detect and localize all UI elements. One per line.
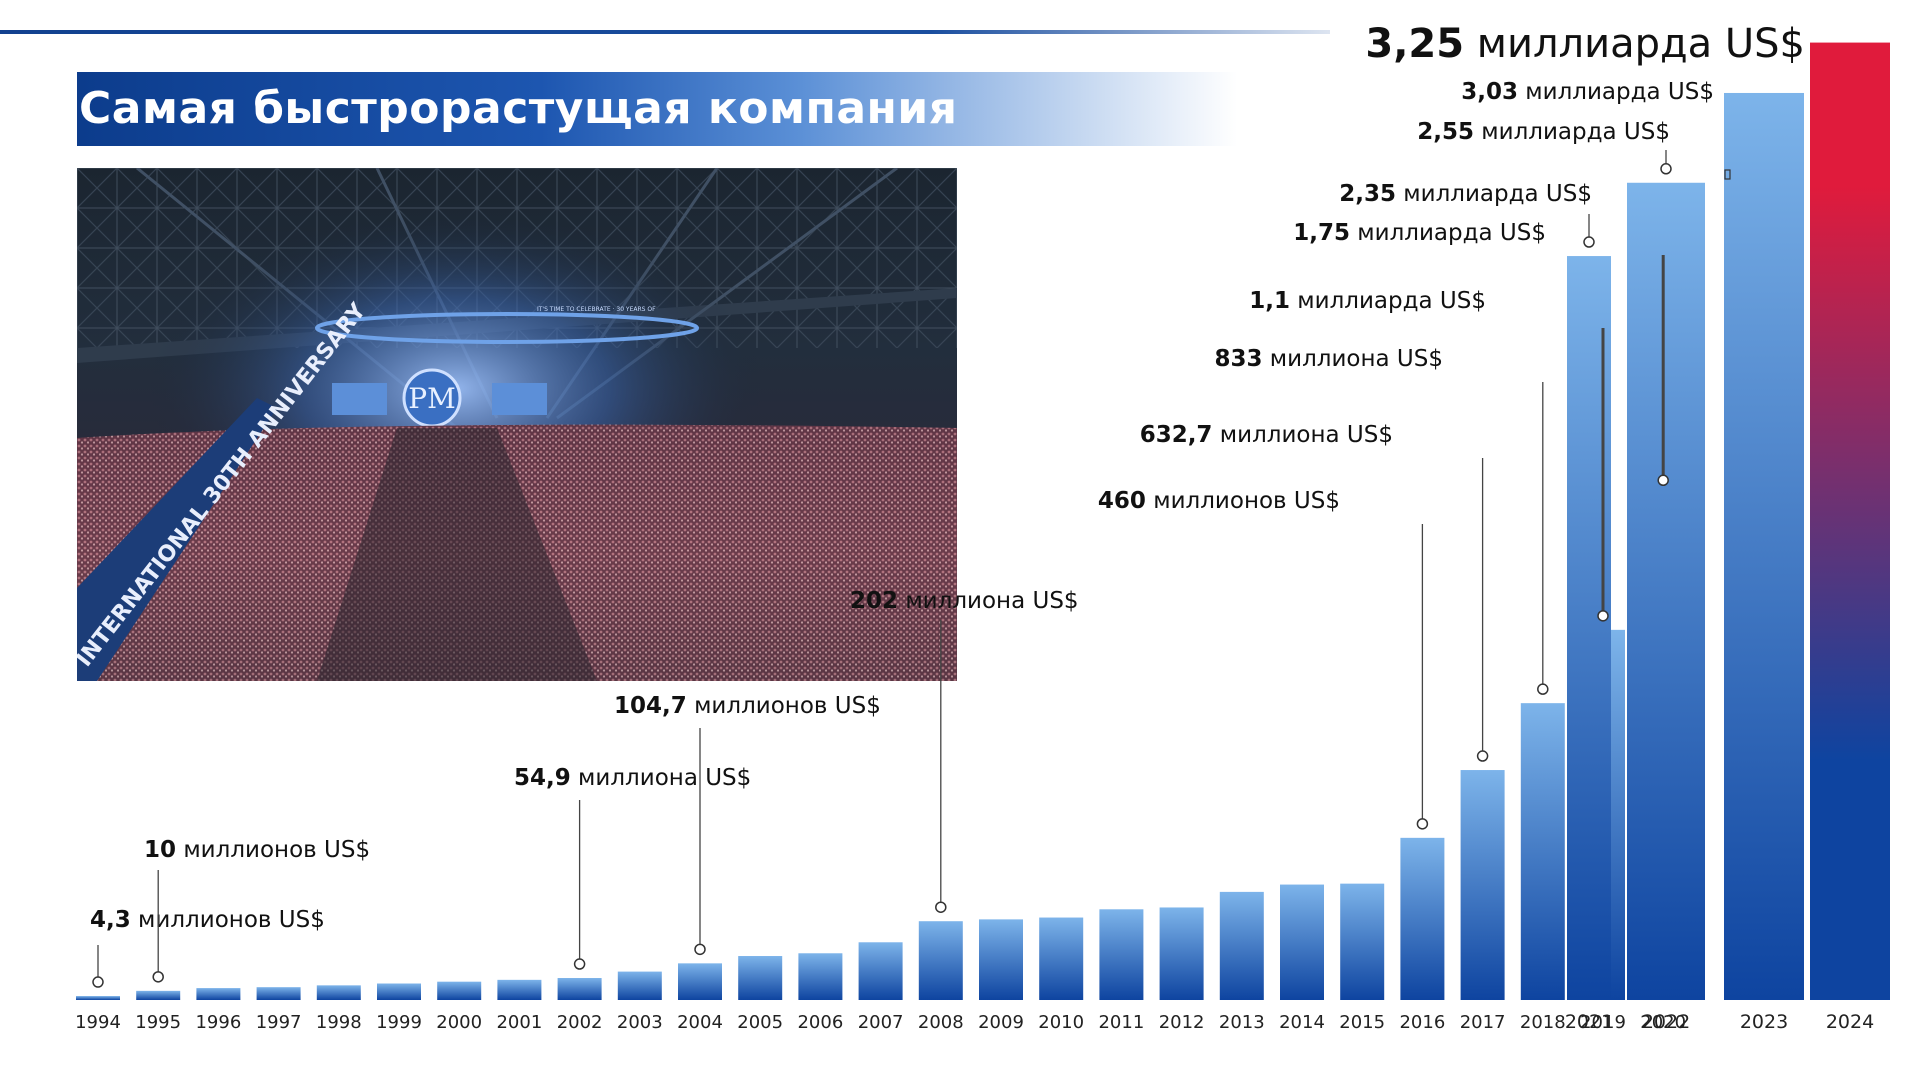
- bar-2000: [437, 981, 482, 1000]
- leader-dot-2016: [1416, 818, 1429, 830]
- value-label-1994: 4,3 миллионов US$: [90, 907, 325, 933]
- x-tick-label-2018: 2018: [1520, 1012, 1566, 1033]
- x-tick-label-1997: 1997: [256, 1012, 302, 1033]
- value-label-2016: 460 миллионов US$: [1098, 488, 1340, 514]
- x-tick-label-2019: 2019: [1580, 1012, 1626, 1033]
- x-tick-label-2004: 2004: [677, 1012, 723, 1033]
- bar-2001: [497, 979, 542, 1000]
- title-band: [77, 72, 1237, 146]
- bar-1998: [316, 985, 361, 1000]
- value-label-2019: 1,1 миллиарда US$: [1249, 288, 1486, 314]
- x-tick-label-2024: 2024: [1826, 1011, 1874, 1033]
- leader-dot-2018: [1537, 683, 1549, 695]
- bar-2022: [1627, 182, 1705, 1000]
- leader-dot-2021: [1583, 236, 1595, 248]
- bar-2004: [678, 963, 722, 1000]
- x-tick-label-2013: 2013: [1219, 1012, 1265, 1033]
- x-tick-label-2006: 2006: [797, 1012, 843, 1033]
- x-tick-label-2016: 2016: [1399, 1012, 1445, 1033]
- bar-1994: [76, 996, 120, 1000]
- bar-2010: [1039, 917, 1084, 1000]
- bar-2018: [1520, 703, 1565, 1000]
- leader-dot-1995: [152, 971, 164, 983]
- value-label-2008: 202 миллиона US$: [850, 588, 1079, 614]
- value-label-2022: 2,55 миллиарда US$: [1417, 119, 1670, 145]
- x-tick-label-2021: 2021: [1565, 1011, 1613, 1033]
- arena-photo-illustration: PM IT'S TIME TO CELEBRATE · 30 YEARS OF …: [77, 168, 957, 681]
- x-tick-label-2023: 2023: [1740, 1011, 1788, 1033]
- value-label-2017: 632,7 миллиона US$: [1140, 422, 1393, 448]
- x-tick-label-2005: 2005: [737, 1012, 783, 1033]
- x-tick-label-2007: 2007: [858, 1012, 904, 1033]
- bar-1999: [377, 983, 421, 1000]
- x-tick-label-2008: 2008: [918, 1012, 964, 1033]
- x-tick-label-1994: 1994: [75, 1012, 121, 1033]
- value-label-1995: 10 миллионов US$: [144, 837, 370, 863]
- x-tick-label-2009: 2009: [978, 1012, 1024, 1033]
- bar-2014: [1280, 884, 1324, 1000]
- value-label-2021: 2,35 миллиарда US$: [1339, 181, 1592, 207]
- value-label-2004: 104,7 миллионов US$: [614, 693, 881, 719]
- leader-dot-2008: [935, 901, 947, 913]
- bar-2012: [1159, 907, 1204, 1000]
- bar-2009: [979, 919, 1023, 1000]
- top-accent-line: [0, 30, 1330, 34]
- bar-2011: [1099, 909, 1144, 1000]
- x-tick-label-2014: 2014: [1279, 1012, 1325, 1033]
- x-tick-label-2003: 2003: [617, 1012, 663, 1033]
- photo-top-banner: IT'S TIME TO CELEBRATE · 30 YEARS OF: [537, 306, 656, 313]
- page-title: Самая быстрорастущая компания: [79, 83, 958, 134]
- leader-dot-2017: [1476, 750, 1489, 762]
- bar-2007: [858, 942, 903, 1000]
- bar-2008: [918, 921, 963, 1000]
- bar-2016: [1400, 837, 1445, 1000]
- arena-photo: PM IT'S TIME TO CELEBRATE · 30 YEARS OF …: [77, 168, 957, 681]
- bar-2024: [1810, 42, 1890, 1001]
- bar-2003: [617, 971, 662, 1000]
- x-tick-label-2022: 2022: [1642, 1011, 1690, 1033]
- leader-dot-2019: [1597, 610, 1609, 622]
- bar-1996: [196, 988, 241, 1000]
- bar-2015: [1340, 883, 1385, 1000]
- bar-2005: [738, 956, 783, 1000]
- x-tick-label-2001: 2001: [496, 1012, 542, 1033]
- leader-dot-1994: [92, 976, 104, 988]
- value-label-2018: 833 миллиона US$: [1214, 346, 1443, 372]
- x-tick-label-2011: 2011: [1098, 1012, 1144, 1033]
- x-tick-label-2010: 2010: [1038, 1012, 1084, 1033]
- bar-1995: [136, 990, 181, 1000]
- marker-2023: [1724, 169, 1731, 180]
- value-label-2020: 1,75 миллиарда US$: [1293, 220, 1546, 246]
- value-label-2024: 3,25 миллиарда US$: [1365, 21, 1805, 67]
- bar-1997: [256, 987, 301, 1000]
- x-tick-label-1999: 1999: [376, 1012, 422, 1033]
- x-tick-label-1995: 1995: [135, 1012, 181, 1033]
- x-tick-label-2000: 2000: [436, 1012, 482, 1033]
- leader-dot-2022: [1660, 163, 1672, 175]
- x-tick-label-2020: 2020: [1640, 1012, 1686, 1033]
- photo-logo: PM: [408, 382, 456, 415]
- bar-2006: [798, 953, 843, 1000]
- leader-dot-2020: [1657, 474, 1669, 487]
- bar-2017: [1460, 770, 1505, 1000]
- leader-dot-2004: [694, 943, 706, 956]
- x-tick-label-2002: 2002: [557, 1012, 603, 1033]
- bar-2013: [1219, 891, 1264, 1000]
- x-tick-label-1996: 1996: [195, 1012, 241, 1033]
- value-label-2002: 54,9 миллиона US$: [514, 765, 751, 791]
- x-tick-label-2012: 2012: [1159, 1012, 1205, 1033]
- x-tick-label-2015: 2015: [1339, 1012, 1385, 1033]
- x-tick-label-2017: 2017: [1460, 1012, 1506, 1033]
- x-tick-label-1998: 1998: [316, 1012, 362, 1033]
- bar-2023: [1724, 92, 1804, 1000]
- value-label-2023: 3,03 миллиарда US$: [1461, 79, 1714, 105]
- leader-dot-2002: [573, 958, 586, 970]
- bar-2002: [557, 978, 602, 1000]
